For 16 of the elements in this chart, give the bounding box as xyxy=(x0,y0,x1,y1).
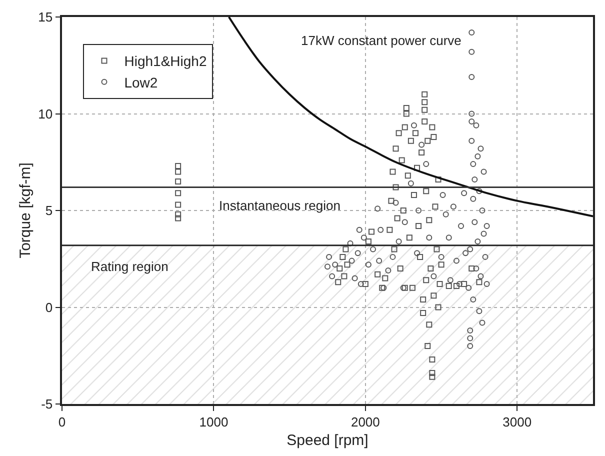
x-tick-label: 1000 xyxy=(199,414,228,430)
y-tick-label: 5 xyxy=(45,203,53,218)
band-label: Rating region xyxy=(91,259,168,274)
y-tick-label: 10 xyxy=(38,106,53,122)
x-tick-label: 3000 xyxy=(502,414,532,430)
legend-label: Low2 xyxy=(124,74,158,90)
x-tick-label: 0 xyxy=(58,414,66,430)
x-axis-title: Speed [rpm] xyxy=(286,432,368,449)
annotation: 17kW constant power curve xyxy=(301,33,462,48)
y-axis-title: Torque [kgf-m] xyxy=(16,162,34,258)
y-tick-label: -5 xyxy=(41,396,53,412)
legend-label: High1&High2 xyxy=(124,53,207,70)
annotation: Instantaneous region xyxy=(219,198,340,213)
y-tick-label: 0 xyxy=(45,300,53,315)
x-tick-label: 2000 xyxy=(350,414,380,430)
y-tick-label: 15 xyxy=(38,10,53,25)
